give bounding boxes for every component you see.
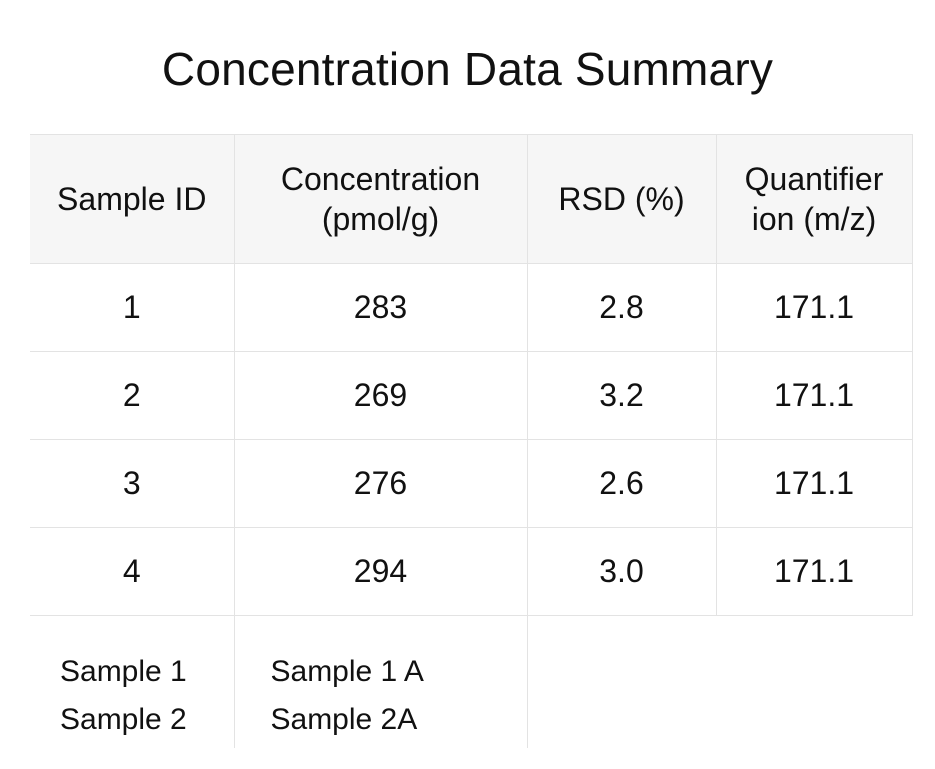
cell-concentration: 269: [233, 351, 528, 440]
header-row: Sample ID Concentration (pmol/g) RSD (%)…: [30, 134, 913, 264]
table-row: 2 269 3.2 171.1: [30, 351, 913, 440]
cell-sample-id: 1: [30, 263, 235, 352]
table-row: 4 294 3.0 171.1: [30, 527, 913, 616]
table-row: 1 283 2.8 171.1: [30, 263, 913, 352]
footer-sample-2: Sample 2: [60, 703, 187, 736]
footer-cell-empty: [526, 615, 912, 748]
footer-cell-sample-variants: Sample 1 A Sample 2A: [233, 615, 528, 748]
concentration-table: Sample ID Concentration (pmol/g) RSD (%)…: [30, 134, 913, 748]
footer-row: Sample 1 Sample 2 Sample 1 A Sample 2A: [30, 615, 912, 748]
footer-sample-2a: Sample 2A: [270, 703, 418, 736]
cell-concentration: 294: [233, 527, 528, 616]
header-sample-id-text: Sample ID: [57, 181, 207, 217]
page-title: Concentration Data Summary: [161, 43, 774, 95]
cell-sample-id: 2: [30, 351, 235, 440]
table-row: 3 276 2.6 171.1: [30, 439, 913, 528]
footer-sample-1a: Sample 1 A: [270, 655, 424, 688]
cell-rsd: 3.2: [526, 351, 717, 440]
cell-rsd: 2.6: [526, 439, 717, 528]
cell-concentration: 283: [233, 263, 528, 352]
footer-sample-1: Sample 1: [60, 655, 187, 688]
cell-rsd: 3.0: [526, 527, 717, 616]
cell-quantifier-ion: 171.1: [715, 351, 913, 440]
table-body: 1 283 2.8 171.1 2 269 3.2 171.1 3 276 2.…: [30, 263, 913, 748]
header-quantifier-line2: ion (m/z): [751, 201, 877, 237]
footer-cell-samples: Sample 1 Sample 2: [30, 615, 235, 748]
cell-sample-id: 4: [30, 527, 235, 616]
cell-quantifier-ion: 171.1: [715, 263, 913, 352]
cell-quantifier-ion: 171.1: [715, 527, 913, 616]
cell-sample-id: 3: [30, 439, 235, 528]
header-rsd-text: RSD (%): [558, 181, 685, 217]
header-rsd: RSD (%): [526, 134, 717, 264]
header-concentration-line1: Concentration: [280, 161, 481, 197]
cell-quantifier-ion: 171.1: [715, 439, 913, 528]
header-concentration-line2: (pmol/g): [321, 201, 440, 237]
header-quantifier-line1: Quantifier: [744, 161, 884, 197]
header-concentration: Concentration (pmol/g): [233, 134, 528, 264]
table-header: Sample ID Concentration (pmol/g) RSD (%)…: [30, 134, 913, 264]
cell-rsd: 2.8: [526, 263, 717, 352]
header-quantifier-ion: Quantifier ion (m/z): [715, 134, 913, 264]
cell-concentration: 276: [233, 439, 528, 528]
header-sample-id: Sample ID: [30, 134, 235, 264]
